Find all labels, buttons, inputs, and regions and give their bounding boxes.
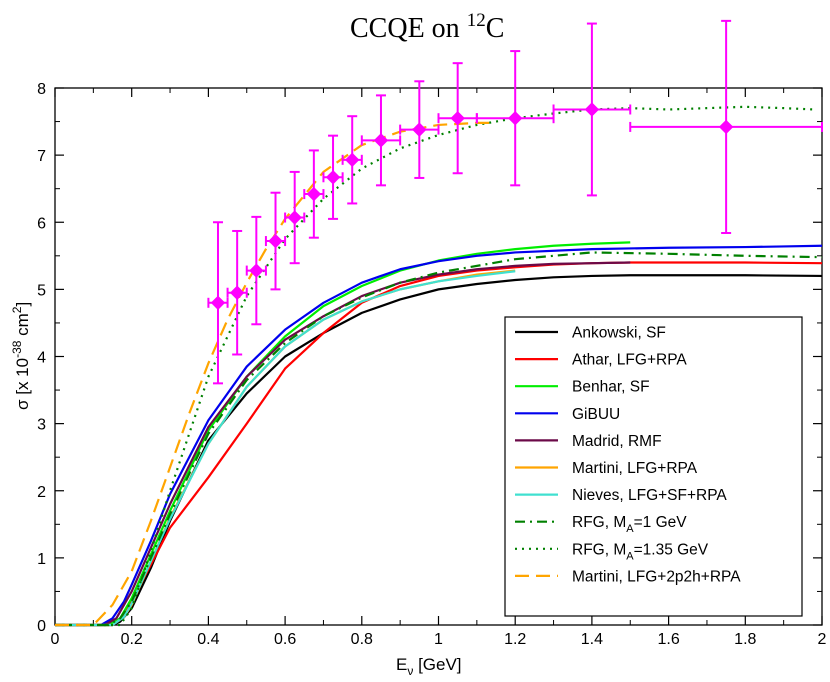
data-marker-diamond [450,110,465,126]
y-axis-label-unit-exponent: 2 [10,306,24,313]
x-tick-label: 1.2 [504,631,526,648]
data-point [284,170,306,265]
data-point [264,191,287,291]
legend-label: Athar, LFG+RPA [572,352,687,369]
data-marker-diamond [287,210,302,225]
y-axis-label-exponent: -38 [10,340,24,358]
data-point [303,149,325,239]
legend-item-rfg-m-a-1-gev: RFG, MA=1 GeV [515,514,687,535]
x-tick-label: 0.8 [351,631,373,648]
series-line-rfg-m-a-1-gev [55,251,823,627]
data-point [322,134,344,220]
legend-item-nieves-lfg-sf-rpa: Nieves, LFG+SF+RPA [515,487,727,504]
series-line-nieves-lfg-sf-rpa [55,270,516,627]
data-marker-diamond [210,295,226,311]
data-marker-diamond [249,263,264,278]
legend-item-rfg-m-a-1-35-gev: RFG, MA=1.35 GeV [515,541,709,562]
chart-title-superscript: 12 [467,10,486,31]
data-marker-diamond [507,110,523,126]
series-line-madrid-rmf [55,261,631,627]
legend-label: RFG, MA=1 GeV [572,514,687,535]
axis-ticks [54,87,823,626]
x-tick-labels: 0 0.2 0.4 0.6 0.8 1 1.2 1.4 1.6 1.8 2 [51,631,827,648]
data-marker-diamond [584,102,600,117]
series-line-gibuu [55,244,823,627]
data-marker-diamond [229,285,245,300]
chart-title: CCQE on 12C [350,10,504,44]
data-marker-diamond [412,122,427,137]
data-marker-diamond [325,170,341,185]
legend-item-gibuu: GiBUU [515,406,620,423]
legend-label: Madrid, RMF [572,433,662,450]
data-point [245,215,267,326]
x-tick-label: 2 [818,631,827,648]
x-tick-label: 0.2 [121,631,143,648]
y-tick-label: 0 [37,618,46,635]
y-tick-labels: 0 1 2 3 4 5 6 7 8 [37,81,46,635]
x-axis-label-suffix: [GeV] [413,655,461,674]
legend-item-ankowski-sf: Ankowski, SF [515,325,666,342]
data-marker-diamond [373,133,389,148]
legend-label: GiBUU [572,406,620,423]
y-tick-label: 1 [37,551,46,568]
legend-item-madrid-rmf: Madrid, RMF [515,433,662,450]
y-tick-label: 8 [37,81,46,98]
y-axis-label-end: ] [13,302,32,307]
data-point [399,80,440,179]
y-axis-label: σ [x 10-38 cm2] [10,302,32,410]
x-tick-label: 1.6 [657,631,679,648]
x-tick-label: 1.4 [581,631,603,648]
x-tick-label: 0.6 [274,631,296,648]
x-tick-label: 1 [434,631,443,648]
y-tick-label: 3 [37,417,46,434]
data-point [552,22,632,197]
data-marker-diamond [268,233,283,249]
data-marker-diamond [718,119,734,135]
legend-label: Ankowski, SF [572,325,666,342]
x-axis-label-subscript: ν [407,664,413,678]
data-point [341,115,363,205]
data-point [475,50,555,187]
data-marker-diamond [345,152,360,168]
legend-item-athar-lfg-rpa: Athar, LFG+RPA [515,352,687,369]
x-tick-label: 0.4 [197,631,219,648]
x-tick-label: 1.8 [734,631,756,648]
legend-label: Martini, LFG+2p2h+RPA [572,568,741,585]
legend-item-martini-lfg-rpa: Martini, LFG+RPA [515,460,698,477]
data-points-layer [207,19,823,385]
data-point [629,19,823,234]
legend-label: Benhar, SF [572,379,650,396]
legend-items: Ankowski, SF Athar, LFG+RPA Benhar, SF GiBU… [515,325,741,585]
y-axis-label-main: σ [x 10 [13,358,32,410]
y-tick-label: 4 [37,350,46,367]
y-tick-label: 7 [37,148,46,165]
series-layer [55,105,823,627]
y-tick-label: 6 [37,215,46,232]
legend-item-benhar-sf: Benhar, SF [515,379,650,396]
data-point [207,221,229,385]
y-axis-label-unit: cm [13,313,32,340]
x-axis-label: Eν [GeV] [396,655,462,678]
series-line-martini-lfg-rpa [55,269,516,627]
y-tick-label: 2 [37,484,46,501]
x-tick-label: 0 [51,631,60,648]
data-marker-diamond [306,186,322,202]
data-point [360,94,402,187]
legend-label: RFG, MA=1.35 GeV [572,541,709,562]
chart-title-main: CCQE on [350,13,467,44]
legend-label: Nieves, LFG+SF+RPA [572,487,727,504]
data-point [226,229,248,356]
x-axis-label-main: E [396,655,407,674]
chart-title-suffix: C [486,13,505,44]
y-tick-label: 5 [37,282,46,299]
series-line-benhar-sf [55,241,631,627]
legend-item-martini-lfg-2p2h-rpa: Martini, LFG+2p2h+RPA [515,568,741,585]
legend-label: Martini, LFG+RPA [572,460,698,477]
data-point [437,62,478,175]
legend: Ankowski, SF Athar, LFG+RPA Benhar, SF GiBU… [504,316,803,617]
